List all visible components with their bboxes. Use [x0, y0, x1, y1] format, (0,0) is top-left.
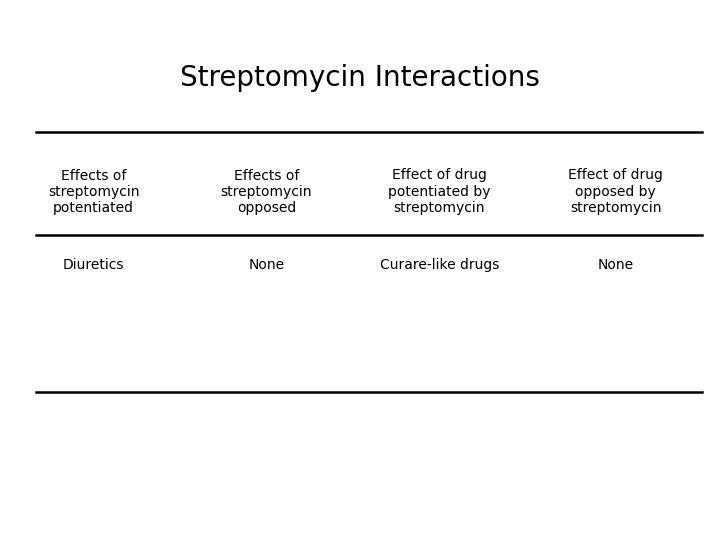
Text: Diuretics: Diuretics [63, 258, 125, 272]
Text: None: None [598, 258, 634, 272]
Text: Effects of
streptomycin
potentiated: Effects of streptomycin potentiated [48, 168, 140, 215]
Text: Effect of drug
potentiated by
streptomycin: Effect of drug potentiated by streptomyc… [388, 168, 490, 215]
Text: Streptomycin Interactions: Streptomycin Interactions [180, 64, 540, 92]
Text: None: None [248, 258, 284, 272]
Text: Effects of
streptomycin
opposed: Effects of streptomycin opposed [220, 168, 312, 215]
Text: Curare-like drugs: Curare-like drugs [379, 258, 499, 272]
Text: Effect of drug
opposed by
streptomycin: Effect of drug opposed by streptomycin [568, 168, 663, 215]
